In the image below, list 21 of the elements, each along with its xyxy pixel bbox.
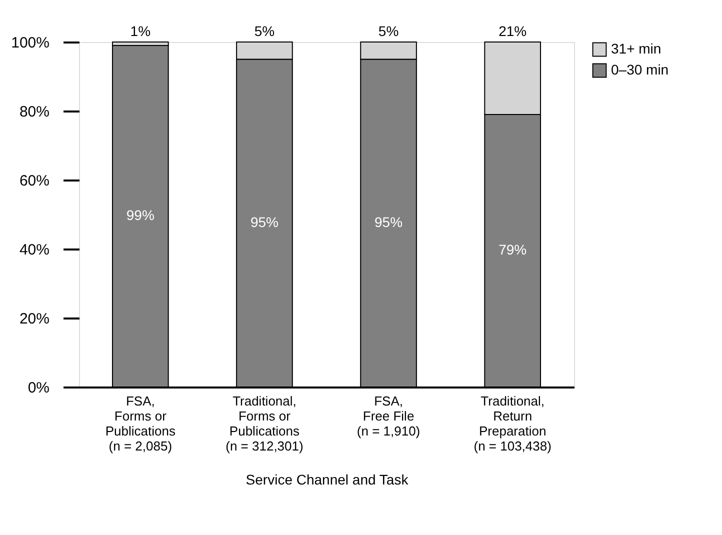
x-tick-label: FSA, Forms or Publications (n = 2,085) [105, 394, 176, 454]
data-label: 95% [250, 214, 278, 230]
data-label: 5% [378, 23, 399, 39]
data-label: 99% [126, 207, 154, 224]
legend-label: 31+ min [611, 40, 662, 56]
y-tick-label: 40% [19, 242, 50, 258]
x-tick-label: Traditional, Return Preparation (n = 103,438) [474, 394, 552, 454]
y-tick-label: 80% [19, 104, 50, 120]
data-label: 21% [498, 23, 527, 39]
y-tick-label: 100% [11, 34, 50, 52]
data-label: 95% [374, 214, 403, 230]
x-tick-label: FSA, Free File (n = 1,910) [356, 394, 420, 438]
data-label: 1% [130, 23, 151, 39]
data-label: 5% [254, 23, 275, 39]
data-label: 79% [498, 242, 527, 258]
y-tick-label: 0% [28, 380, 50, 396]
y-tick-label: 20% [19, 310, 50, 328]
y-tick-label: 60% [19, 172, 50, 190]
x-tick-label: Traditional, Forms or Publications (n = 312,301) [226, 394, 304, 454]
legend-label: 0–30 min [611, 62, 669, 78]
x-axis-title: Service Channel and Task [246, 472, 410, 488]
